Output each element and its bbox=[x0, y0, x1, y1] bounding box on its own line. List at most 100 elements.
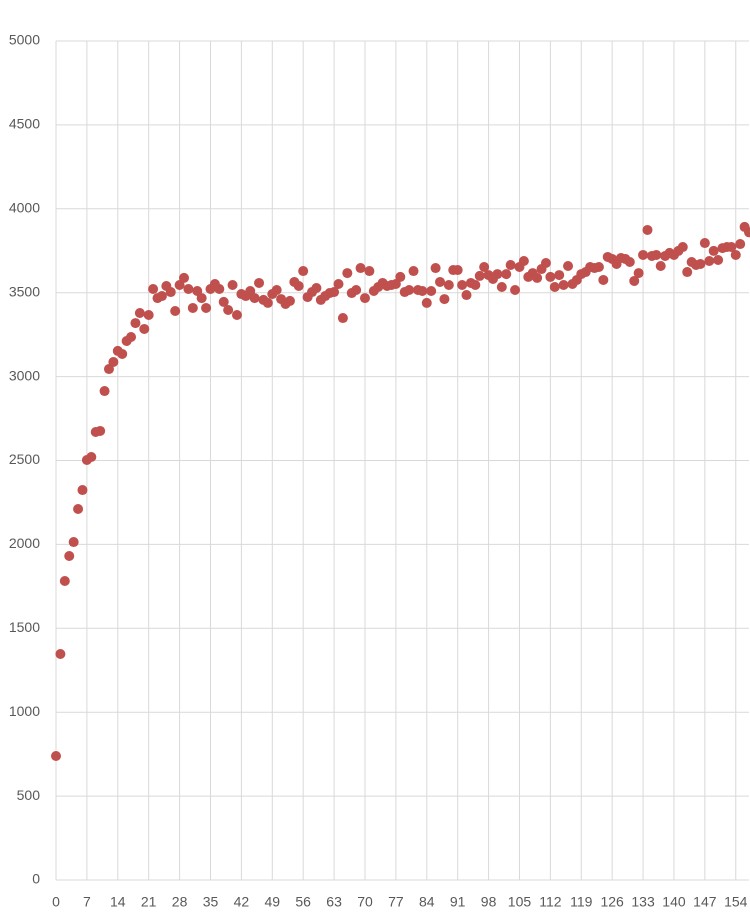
point bbox=[430, 263, 441, 274]
x-tick-label: 119 bbox=[570, 894, 593, 910]
point bbox=[730, 249, 741, 260]
point bbox=[518, 255, 529, 266]
x-tick-label: 56 bbox=[295, 894, 311, 910]
point bbox=[708, 245, 719, 256]
point bbox=[695, 259, 706, 270]
point bbox=[417, 286, 428, 297]
y-tick-label: 4000 bbox=[9, 200, 40, 216]
point bbox=[77, 485, 88, 496]
point bbox=[196, 293, 207, 304]
y-tick-label: 1000 bbox=[9, 703, 40, 719]
point bbox=[201, 302, 212, 313]
point bbox=[298, 266, 309, 277]
point bbox=[329, 287, 340, 298]
point bbox=[227, 279, 238, 290]
y-tick-label: 4500 bbox=[9, 116, 40, 132]
point bbox=[126, 331, 137, 342]
point bbox=[165, 287, 176, 298]
point bbox=[130, 318, 141, 329]
point bbox=[651, 249, 662, 260]
point bbox=[682, 267, 693, 278]
point bbox=[677, 242, 688, 253]
point bbox=[638, 249, 649, 260]
point bbox=[73, 503, 84, 514]
point bbox=[395, 271, 406, 282]
y-tick-label: 3500 bbox=[9, 283, 40, 299]
point bbox=[624, 256, 635, 267]
point bbox=[148, 284, 159, 295]
point bbox=[629, 275, 640, 286]
x-tick-label: 91 bbox=[450, 894, 466, 910]
point bbox=[655, 261, 666, 272]
y-tick-label: 2500 bbox=[9, 451, 40, 467]
point bbox=[351, 285, 362, 296]
point bbox=[461, 290, 472, 301]
point bbox=[359, 293, 370, 304]
point bbox=[563, 261, 574, 272]
point bbox=[642, 224, 653, 235]
x-tick-label: 14 bbox=[110, 894, 126, 910]
point bbox=[598, 274, 609, 285]
point bbox=[271, 285, 282, 296]
point bbox=[439, 294, 450, 305]
point bbox=[633, 268, 644, 279]
point bbox=[726, 242, 737, 253]
point bbox=[293, 280, 304, 291]
point bbox=[337, 313, 348, 324]
point bbox=[457, 279, 468, 290]
point bbox=[51, 750, 61, 761]
x-tick-label: 126 bbox=[600, 894, 624, 910]
point bbox=[713, 254, 724, 265]
point bbox=[545, 271, 556, 282]
point bbox=[554, 270, 565, 281]
x-tick-label: 28 bbox=[172, 894, 188, 910]
point bbox=[549, 281, 560, 292]
x-tick-label: 84 bbox=[419, 894, 435, 910]
point bbox=[510, 285, 521, 296]
point bbox=[262, 297, 273, 308]
point bbox=[426, 286, 437, 297]
point bbox=[254, 277, 265, 288]
x-tick-label: 7 bbox=[83, 894, 91, 910]
x-tick-label: 133 bbox=[631, 894, 655, 910]
point bbox=[187, 302, 198, 313]
point bbox=[421, 297, 432, 308]
point bbox=[95, 425, 106, 436]
x-tick-label: 154 bbox=[724, 894, 748, 910]
point bbox=[143, 310, 154, 321]
point bbox=[744, 227, 750, 238]
point bbox=[474, 270, 485, 281]
x-tick-label: 77 bbox=[388, 894, 404, 910]
x-tick-label: 35 bbox=[203, 894, 219, 910]
point bbox=[470, 279, 481, 290]
point bbox=[284, 295, 295, 306]
point bbox=[64, 550, 75, 561]
x-tick-label: 63 bbox=[326, 894, 342, 910]
point bbox=[179, 272, 190, 283]
point bbox=[492, 269, 503, 280]
x-tick-label: 0 bbox=[52, 894, 60, 910]
point bbox=[223, 304, 234, 315]
x-tick-label: 98 bbox=[481, 894, 497, 910]
point bbox=[593, 262, 604, 273]
point bbox=[699, 238, 710, 249]
y-tick-label: 3000 bbox=[9, 367, 40, 383]
y-tick-label: 1500 bbox=[9, 619, 40, 635]
y-tick-label: 5000 bbox=[9, 32, 40, 48]
point bbox=[435, 276, 446, 287]
point bbox=[139, 323, 150, 334]
point bbox=[540, 257, 551, 268]
point bbox=[183, 284, 194, 295]
point bbox=[501, 269, 512, 280]
x-tick-label: 112 bbox=[539, 894, 562, 910]
point bbox=[408, 266, 419, 277]
x-tick-label: 105 bbox=[508, 894, 532, 910]
y-tick-label: 2000 bbox=[9, 535, 40, 551]
point bbox=[99, 386, 110, 397]
point bbox=[333, 278, 344, 289]
y-tick-label: 0 bbox=[32, 871, 40, 887]
point bbox=[452, 265, 463, 276]
point bbox=[59, 575, 70, 586]
point bbox=[505, 260, 516, 271]
